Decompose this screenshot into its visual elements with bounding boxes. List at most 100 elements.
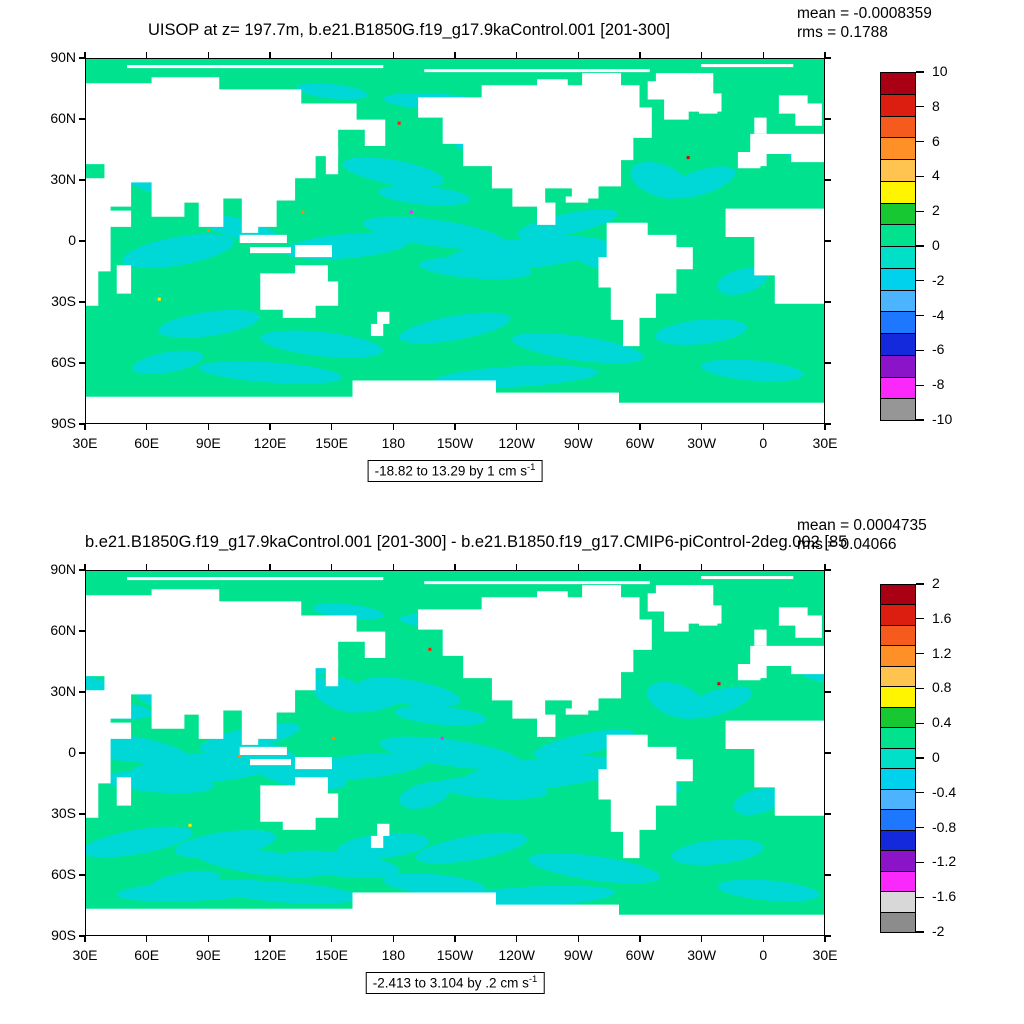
lon-tick-mark xyxy=(207,936,209,942)
lat-tick-mark xyxy=(825,874,831,876)
lon-tick-label: 90W xyxy=(563,435,593,451)
colorbar-cell xyxy=(880,224,916,247)
lon-tick-mark xyxy=(392,52,394,58)
colorbar-tick-mark xyxy=(916,653,924,655)
lat-tick-mark xyxy=(79,813,85,815)
colorbar-tick-mark xyxy=(916,618,924,620)
colorbar-cell xyxy=(880,829,916,852)
world-map-svg xyxy=(86,59,824,423)
colorbar-cell xyxy=(880,354,916,378)
lon-tick-label: 0 xyxy=(759,947,768,963)
colorbar-tick-mark xyxy=(916,280,924,282)
lon-tick-mark xyxy=(454,936,456,942)
colorbar-tick-mark xyxy=(916,245,924,247)
lon-tick-mark xyxy=(392,424,394,430)
lon-tick-label: 180 xyxy=(381,947,405,963)
lon-tick-label: 30E xyxy=(72,435,98,451)
colorbar-tick-mark xyxy=(916,384,924,386)
lon-tick-mark xyxy=(762,564,764,570)
lon-tick-mark xyxy=(824,936,826,942)
lon-tick-mark xyxy=(516,564,518,570)
lon-tick-mark xyxy=(269,564,271,570)
colorbar-cell xyxy=(880,115,916,139)
colorbar-tick-mark xyxy=(916,419,924,421)
lat-tick-label: 90N xyxy=(50,49,76,65)
lat-tick-label: 30N xyxy=(50,171,76,187)
colorbar-cell xyxy=(880,911,916,933)
colorbar-tick-mark xyxy=(916,583,924,585)
lon-tick-label: 60E xyxy=(134,947,160,963)
lon-tick-mark xyxy=(516,52,518,58)
colorbar-tick-label: 1.2 xyxy=(932,644,952,661)
colorbar-cell xyxy=(880,870,916,893)
lon-tick-label: 120W xyxy=(498,435,535,451)
lon-tick-label: 90E xyxy=(195,947,221,963)
lon-tick-mark xyxy=(516,936,518,942)
lon-tick-label: 30W xyxy=(687,947,717,963)
lon-tick-mark xyxy=(207,564,209,570)
lon-tick-label: 90E xyxy=(195,435,221,451)
lon-tick-label: 30E xyxy=(72,947,98,963)
lon-tick-label: 120E xyxy=(253,947,287,963)
lon-tick-mark xyxy=(454,564,456,570)
lat-tick-mark xyxy=(825,362,831,364)
colorbar-cell xyxy=(880,686,916,708)
contour-range-exponent: -1 xyxy=(526,462,536,473)
lon-tick-mark xyxy=(824,564,826,570)
lon-tick-label: 90W xyxy=(563,947,593,963)
colorbar-cell xyxy=(880,267,916,291)
colorbar-cell xyxy=(880,604,916,626)
contour-range-label: -2.413 to 3.104 by .2 cm s-1 xyxy=(365,972,545,994)
colorbar-tick-mark xyxy=(916,792,924,794)
plot-panel-top: mean = -0.0008359 rms = 0.1788 UISOP at … xyxy=(50,5,952,482)
colorbar-cell xyxy=(880,159,916,182)
lon-tick-mark xyxy=(146,424,148,430)
plot-panel-bottom: b.e21.B1850G.f19_g17.9kaControl.001 [201… xyxy=(0,512,1024,1024)
lat-tick-label: 60S xyxy=(51,866,76,882)
lon-tick-mark xyxy=(577,424,579,430)
lon-tick-label: 60W xyxy=(625,435,655,451)
lon-tick-mark xyxy=(269,936,271,942)
colorbar-cell xyxy=(880,665,916,688)
colorbar-tick-label: 0 xyxy=(932,237,940,253)
colorbar xyxy=(880,584,916,933)
colorbar-tick-label: 0.8 xyxy=(932,679,952,696)
colorbar-cell xyxy=(880,202,916,226)
colorbar-tick-mark xyxy=(916,106,924,108)
colorbar-cell xyxy=(880,727,916,749)
lat-tick-label: 0 xyxy=(68,232,76,248)
mean-stat: mean = 0.0004735 xyxy=(797,517,927,534)
lon-tick-mark xyxy=(269,424,271,430)
lat-tick-mark xyxy=(79,179,85,181)
lat-tick-mark xyxy=(79,752,85,754)
contour-range-exponent: -1 xyxy=(528,974,538,985)
lon-tick-label: 60E xyxy=(134,435,160,451)
contour-range-text: -18.82 to 13.29 by 1 cm s xyxy=(374,463,527,479)
world-map-svg xyxy=(86,571,824,935)
lat-tick-mark xyxy=(825,630,831,632)
colorbar-tick-mark xyxy=(916,141,924,143)
world-map xyxy=(85,570,825,936)
lat-tick-mark xyxy=(79,57,85,59)
lon-tick-label: 150E xyxy=(315,435,348,451)
lat-tick-label: 60N xyxy=(50,110,76,126)
lon-tick-mark xyxy=(331,564,333,570)
lat-tick-mark xyxy=(79,691,85,693)
colorbar-cell xyxy=(880,289,916,313)
lon-tick-mark xyxy=(639,52,641,58)
colorbar-cell xyxy=(880,891,916,913)
lat-tick-mark xyxy=(825,179,831,181)
colorbar-tick-mark xyxy=(916,931,924,933)
colorbar-cell xyxy=(880,180,916,204)
lon-tick-mark xyxy=(762,424,764,430)
lon-tick-label: 120W xyxy=(498,947,535,963)
lat-tick-mark xyxy=(825,813,831,815)
colorbar-cell xyxy=(880,788,916,811)
lat-tick-mark xyxy=(825,569,831,571)
rms-stat: rms = 0.04066 xyxy=(797,536,897,553)
colorbar-tick-mark xyxy=(916,757,924,759)
colorbar-cell xyxy=(880,72,916,95)
colorbar-cell xyxy=(880,850,916,872)
lat-tick-mark xyxy=(79,118,85,120)
lat-tick-mark xyxy=(79,935,85,937)
